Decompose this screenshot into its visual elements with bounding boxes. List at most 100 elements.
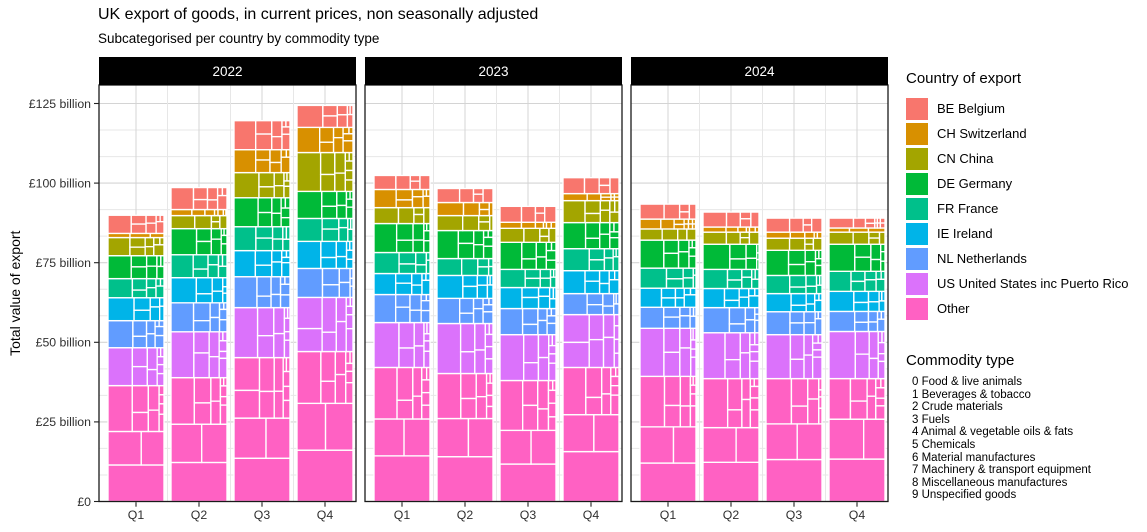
segment-2022-Q1-other [107, 384, 165, 503]
segment-2024-Q3-other [765, 377, 823, 503]
legend-swatch-de [906, 172, 928, 195]
x-tick-label-2023-Q3: Q3 [520, 508, 537, 522]
plot-title: UK export of goods, in current prices, n… [98, 6, 539, 23]
bar-2023-Q2 [436, 187, 494, 503]
segment-2022-Q1-cn [107, 236, 165, 257]
segment-2022-Q4-be [296, 104, 354, 129]
bar-2024-Q3 [765, 217, 823, 503]
segment-2024-Q3-ch [765, 231, 823, 239]
segment-2022-Q1-us [107, 347, 165, 387]
y-tick-label-50: £50 billion [36, 336, 92, 350]
commodity-line-2: 2 Crude materials [912, 401, 1003, 414]
segment-2024-Q2-other [702, 377, 760, 503]
y-tick-label-0: £0 [77, 495, 91, 509]
commodity-line-4: 4 Animal & vegetable oils & fats [912, 426, 1074, 439]
segment-2022-Q1-nl [107, 319, 165, 349]
segment-2024-Q1-de [639, 239, 697, 269]
plot-subtitle: Subcategorised per country by commodity … [98, 31, 380, 46]
commodity-line-6: 6 Material manufactures [912, 451, 1036, 464]
facet-strip-label-2022: 2022 [212, 64, 242, 79]
segment-2022-Q2-nl [170, 302, 228, 333]
segment-2022-Q3-nl [233, 276, 291, 309]
legend-swatch-other [906, 297, 928, 320]
legend-item-ie-ireland: IE Ireland [906, 221, 1144, 246]
segment-2022-Q4-other [296, 350, 354, 503]
segment-2024-Q2-nl [702, 306, 760, 334]
legend-swatch-be [906, 97, 928, 120]
segment-2023-Q1-cn [373, 206, 431, 225]
legend-item-us-united-states: US United States inc Puerto Rico [906, 271, 1144, 296]
segment-2023-Q2-be [436, 187, 494, 204]
segment-2024-Q4-be [828, 217, 886, 229]
segment-2023-Q4-ch [562, 192, 620, 202]
segment-2023-Q4-other [562, 366, 620, 503]
segment-2024-Q4-nl [828, 310, 886, 333]
legend-swatch-us [906, 272, 928, 295]
segment-2024-Q1-be [639, 203, 697, 220]
segment-2023-Q1-nl [373, 293, 431, 324]
y-tick-label-100: £100 billion [29, 176, 91, 190]
segment-2024-Q3-nl [765, 311, 823, 336]
segment-2023-Q4-nl [562, 292, 620, 316]
segment-2024-Q3-us [765, 333, 823, 380]
segment-2024-Q3-cn [765, 237, 823, 251]
x-tick-label-2024-Q2: Q2 [723, 508, 740, 522]
legend-swatch-nl [906, 247, 928, 270]
x-tick-label-2022-Q4: Q4 [317, 508, 334, 522]
commodity-line-3: 3 Fuels [912, 413, 950, 426]
segment-2022-Q3-de [233, 197, 291, 228]
commodity-line-5: 5 Chemicals [912, 438, 976, 451]
segment-2023-Q1-other [373, 366, 431, 503]
segment-2024-Q3-ie [765, 292, 823, 313]
segment-2023-Q4-us [562, 313, 620, 369]
legend-item-other: Other [906, 296, 1144, 321]
segment-2022-Q2-fr [170, 254, 228, 279]
segment-2023-Q2-nl [436, 297, 494, 325]
segment-2023-Q3-fr [499, 268, 557, 289]
segment-2024-Q3-be [765, 217, 823, 233]
y-axis-title: Total value of export [7, 230, 23, 355]
bar-2023-Q3 [499, 205, 557, 503]
segment-2023-Q4-fr [562, 248, 620, 272]
facet-strip-label-2023: 2023 [478, 64, 508, 79]
segment-2023-Q1-be [373, 174, 431, 191]
bar-2023-Q4 [562, 177, 620, 503]
facet-strips: 2022 2023 2024 [99, 57, 888, 85]
commodity-line-9: 9 Unspecified goods [912, 489, 1017, 502]
segment-2022-Q3-ch [233, 148, 291, 174]
x-tick-label-2023-Q4: Q4 [583, 508, 600, 522]
segment-2023-Q1-ie [373, 272, 431, 296]
commodity-legend-title: Commodity type [906, 352, 1015, 369]
y-tick-label-125: £125 billion [29, 97, 91, 111]
segment-2023-Q2-other [436, 372, 494, 503]
segment-2022-Q4-de [296, 190, 354, 220]
segment-2022-Q1-de [107, 255, 165, 280]
segment-2023-Q3-cn [499, 227, 557, 243]
segment-2022-Q4-cn [296, 151, 354, 193]
segment-2023-Q1-fr [373, 251, 431, 275]
x-tick-label-2022-Q2: Q2 [191, 508, 208, 522]
segment-2022-Q4-nl [296, 267, 354, 299]
segment-2022-Q2-cn [170, 214, 228, 230]
segment-2023-Q1-de [373, 222, 431, 254]
segment-2022-Q3-ie [233, 249, 291, 278]
segment-2023-Q4-be [562, 177, 620, 195]
segment-2022-Q4-fr [296, 217, 354, 243]
y-tick-label-25: £25 billion [36, 415, 92, 429]
segment-2024-Q2-be [702, 211, 760, 228]
x-tick-label-2022-Q1: Q1 [128, 508, 145, 522]
legend-item-ch-switzerland: CH Switzerland [906, 121, 1144, 146]
segment-2023-Q2-ie [436, 274, 494, 300]
segment-2023-Q4-ie [562, 269, 620, 295]
bar-2024-Q2 [702, 211, 760, 503]
legend-swatch-ch [906, 122, 928, 145]
segment-2022-Q4-us [296, 296, 354, 353]
bar-2024-Q4 [828, 217, 886, 503]
facet-strip-2022 [99, 57, 356, 85]
legend-swatch-fr [906, 197, 928, 220]
segment-2023-Q4-cn [562, 199, 620, 224]
commodity-line-7: 7 Machinery & transport equipment [912, 464, 1091, 477]
segment-2022-Q2-other [170, 376, 228, 503]
